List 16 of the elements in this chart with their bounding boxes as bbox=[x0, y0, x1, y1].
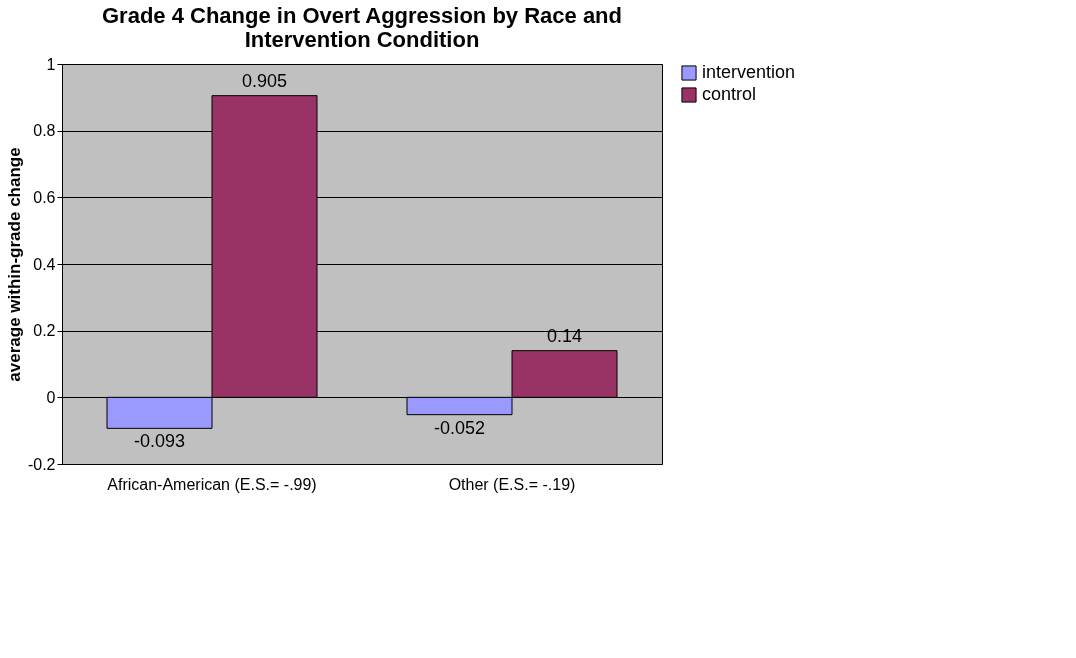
legend-label: intervention bbox=[702, 62, 796, 82]
x-tick-label: African-American (E.S.= -.99) bbox=[107, 475, 317, 493]
legend-label: control bbox=[702, 84, 757, 104]
y-tick-label: -0.2 bbox=[27, 455, 56, 473]
y-tick-label: 0.4 bbox=[33, 255, 56, 273]
data-label: -0.093 bbox=[133, 431, 186, 452]
y-tick-label: 0.6 bbox=[33, 188, 56, 206]
chart-title: Grade 4 Change in Overt Aggression by Race and Intervention Condition bbox=[102, 3, 622, 52]
data-label: -0.052 bbox=[433, 417, 486, 438]
y-axis-title: average within-grade change bbox=[4, 147, 24, 382]
y-tick-label: 0.8 bbox=[33, 122, 56, 140]
x-tick-label: Other (E.S.= -.19) bbox=[448, 475, 576, 493]
data-label: 0.905 bbox=[241, 70, 288, 91]
y-tick-label: 0.2 bbox=[33, 322, 56, 340]
y-tick-label: 1 bbox=[46, 55, 56, 73]
y-tick-label: 0 bbox=[46, 388, 56, 406]
